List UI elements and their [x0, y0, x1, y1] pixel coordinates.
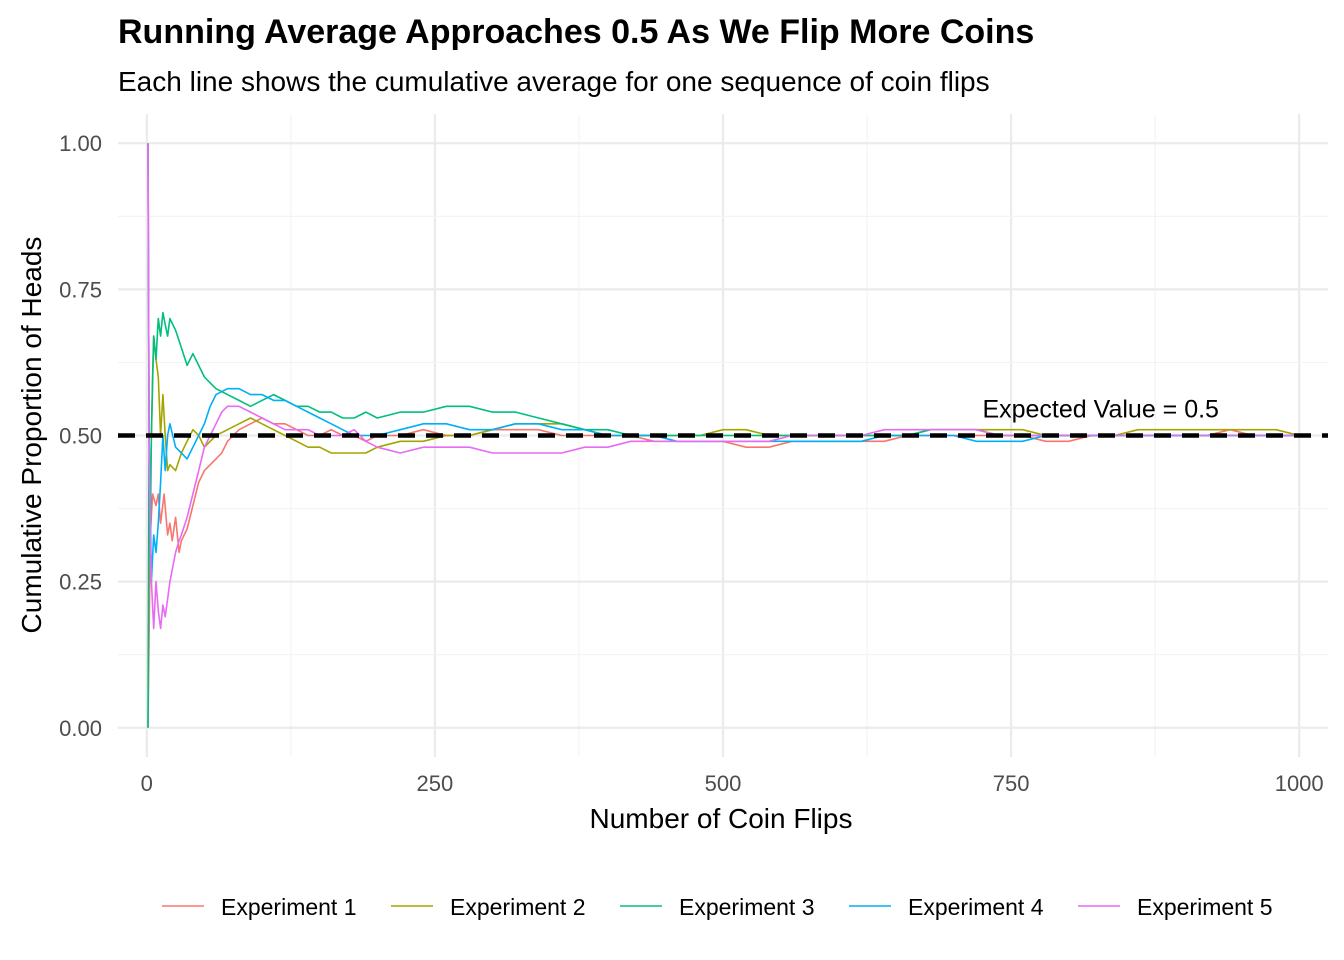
y-tick-label: 0.00 [59, 716, 102, 741]
chart-title: Running Average Approaches 0.5 As We Fli… [118, 13, 1034, 51]
legend-label-experiment-5: Experiment 5 [1137, 894, 1273, 920]
legend-label-experiment-1: Experiment 1 [221, 894, 357, 920]
x-tick-label: 500 [705, 771, 742, 796]
legend-label-experiment-2: Experiment 2 [450, 894, 586, 920]
legend: Experiment 1 Experiment 2 Experiment 3 Expe… [162, 894, 1273, 920]
x-axis-ticks: 0 250 500 750 1000 [141, 771, 1324, 796]
x-tick-label: 750 [993, 771, 1030, 796]
series-line-experiment-4 [147, 143, 1300, 583]
x-tick-label: 250 [417, 771, 454, 796]
chart-subtitle: Each line shows the cumulative average f… [118, 66, 990, 97]
y-tick-label: 0.25 [59, 570, 102, 595]
legend-label-experiment-4: Experiment 4 [908, 894, 1044, 920]
y-tick-label: 0.75 [59, 277, 102, 302]
y-tick-label: 1.00 [59, 131, 102, 156]
y-axis-ticks: 0.00 0.25 0.50 0.75 1.00 [59, 131, 102, 741]
legend-label-experiment-3: Experiment 3 [679, 894, 815, 920]
x-tick-label: 1000 [1275, 771, 1324, 796]
y-tick-label: 0.50 [59, 424, 102, 449]
x-tick-label: 0 [141, 771, 153, 796]
series-line-experiment-5 [147, 143, 1300, 630]
y-axis-title: Cumulative Proportion of Heads [16, 237, 47, 634]
expected-value-annotation: Expected Value = 0.5 [982, 396, 1219, 424]
x-axis-title: Number of Coin Flips [590, 803, 853, 834]
